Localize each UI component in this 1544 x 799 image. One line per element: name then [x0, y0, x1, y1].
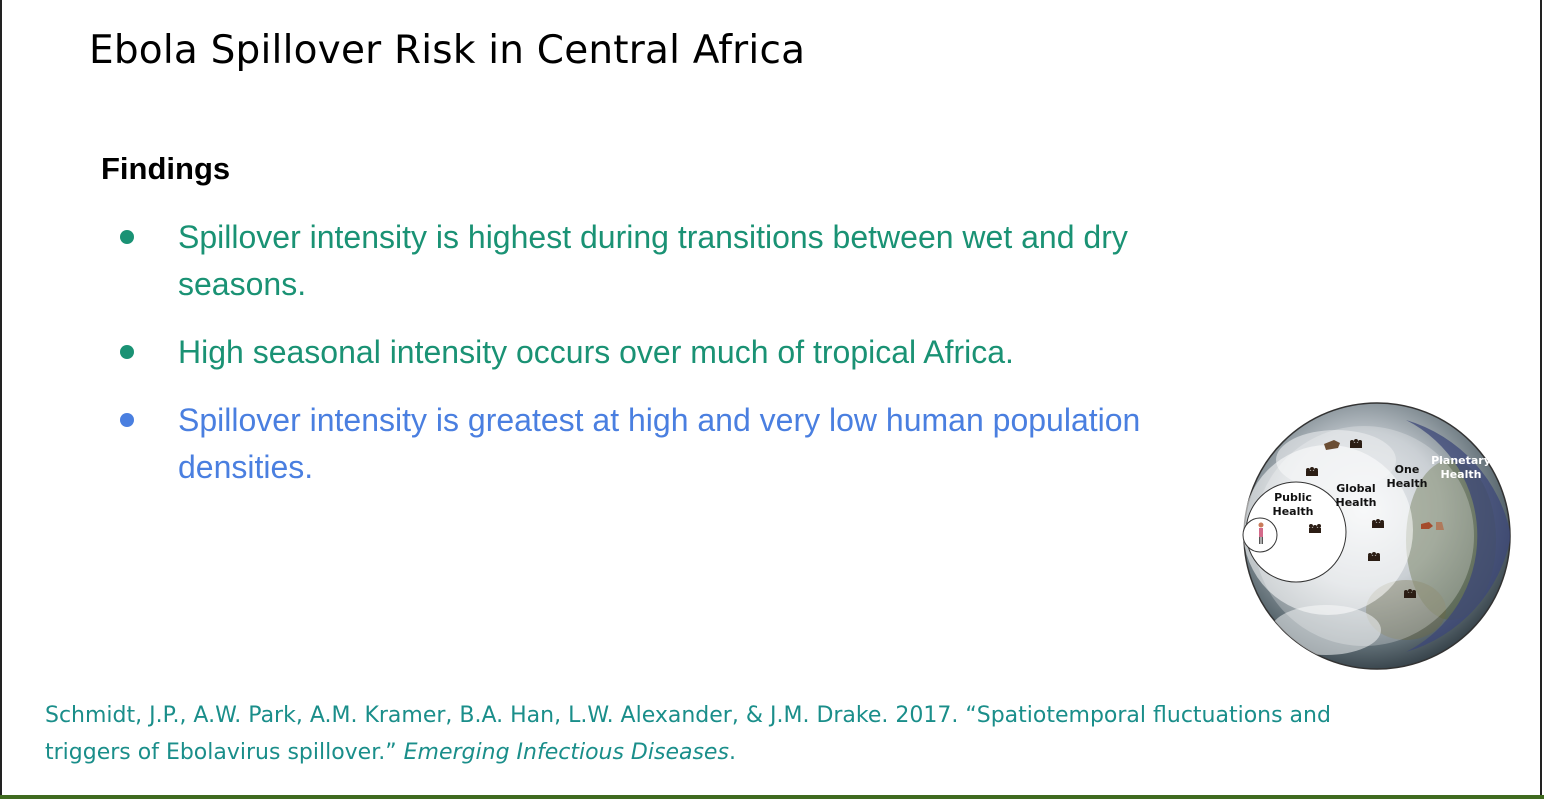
planetary-region — [1406, 420, 1510, 652]
planetary-health-label: Planetary — [1431, 454, 1491, 467]
list-item: Spillover intensity is highest during tr… — [102, 214, 1222, 308]
planetary-health-label: Health — [1441, 468, 1482, 481]
findings-heading: Findings — [101, 151, 231, 186]
people-group-icon — [1306, 439, 1416, 598]
public-health-label: Public — [1274, 491, 1312, 504]
animal-icon — [1324, 440, 1444, 530]
bottom-border — [0, 795, 1544, 799]
citation-period: . — [728, 740, 736, 765]
health-globe-figure: Public Health Global Health One Health P… — [1242, 402, 1511, 670]
bullet-dot-icon — [120, 345, 134, 359]
list-item: Spillover intensity is greatest at high … — [102, 397, 1222, 491]
one-health-label: One — [1395, 463, 1420, 476]
list-item: High seasonal intensity occurs over much… — [102, 329, 1222, 376]
bullet-dot-icon — [120, 230, 134, 244]
global-health-label: Global — [1336, 482, 1375, 495]
findings-list: Spillover intensity is highest during tr… — [102, 214, 1222, 512]
bullet-text: High seasonal intensity occurs over much… — [178, 334, 1014, 370]
bullet-text: Spillover intensity is greatest at high … — [178, 402, 1141, 485]
global-health-label: Health — [1336, 496, 1377, 509]
bullet-text: Spillover intensity is highest during tr… — [178, 219, 1128, 302]
public-health-label: Health — [1273, 505, 1314, 518]
citation-text: Schmidt, J.P., A.W. Park, A.M. Kramer, B… — [45, 703, 1331, 765]
person-icon — [1258, 522, 1264, 544]
citation: Schmidt, J.P., A.W. Park, A.M. Kramer, B… — [45, 697, 1405, 771]
slide-title: Ebola Spillover Risk in Central Africa — [89, 28, 806, 73]
bullet-dot-icon — [120, 413, 134, 427]
citation-journal: Emerging Infectious Diseases — [403, 740, 729, 765]
one-health-label: Health — [1387, 477, 1428, 490]
